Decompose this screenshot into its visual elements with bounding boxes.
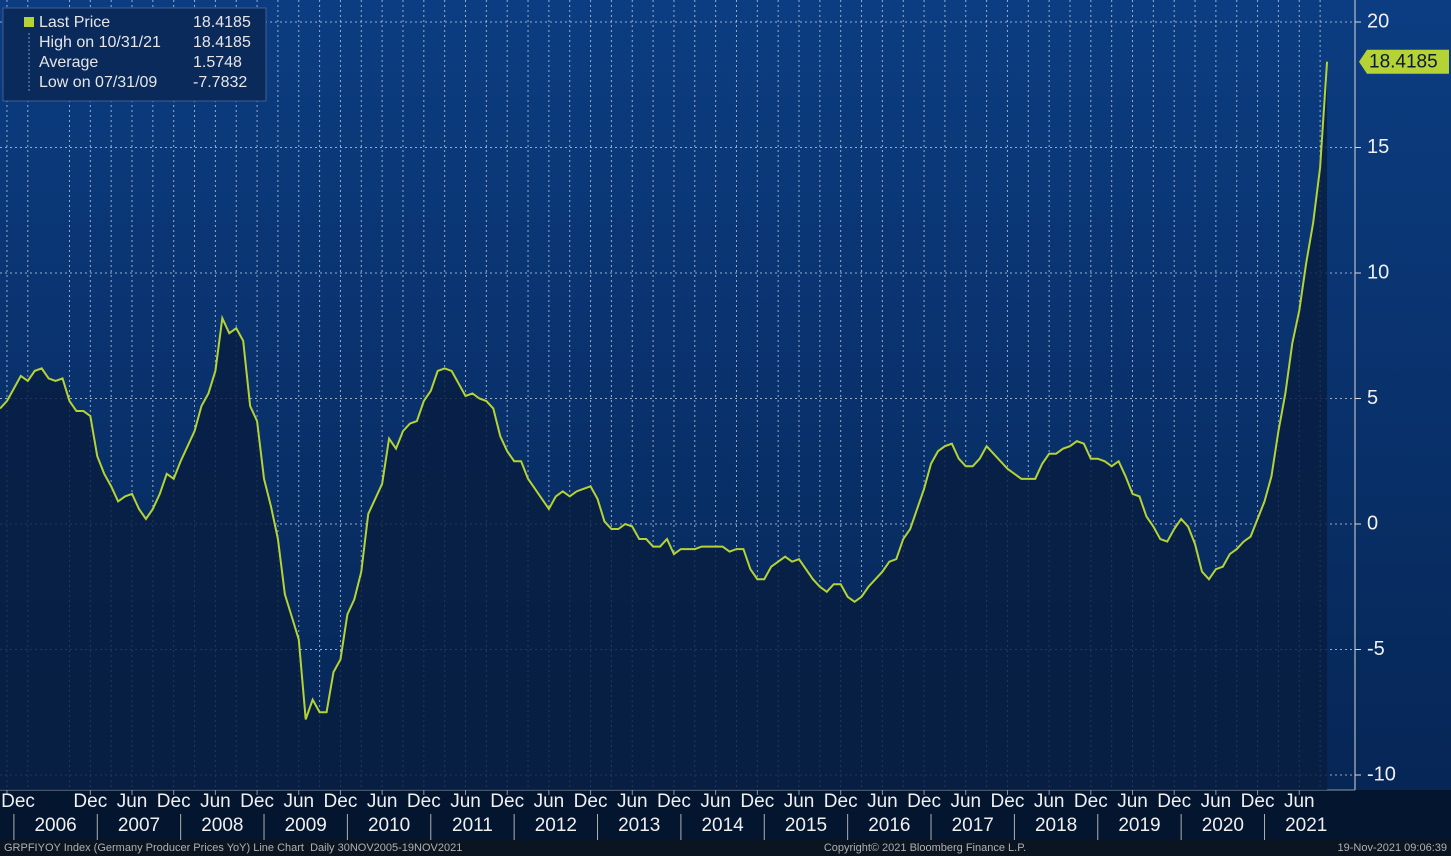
x-tick-label: Dec [240, 791, 274, 812]
x-tick-label: Dec [991, 791, 1025, 812]
year-label: 2021 [1285, 815, 1327, 836]
footer-timestamp: 19-Nov-2021 09:06:39 [1338, 842, 1447, 854]
x-tick-label: Dec [407, 791, 441, 812]
x-tick-label: Jun [1117, 791, 1148, 812]
x-tick-label: Jun [1034, 791, 1065, 812]
year-label: 2017 [952, 815, 994, 836]
x-tick-label: Jun [617, 791, 648, 812]
x-tick-label: Jun [1201, 791, 1232, 812]
year-label: 2015 [785, 815, 827, 836]
y-tick-label: 15 [1367, 136, 1389, 158]
year-label: 2008 [201, 815, 243, 836]
x-tick-label: Dec [824, 791, 858, 812]
legend: Last Price 18.4185 High on 10/31/21 18.4… [2, 7, 267, 102]
x-tick-label: Jun [950, 791, 981, 812]
x-tick-label: Dec [1241, 791, 1275, 812]
x-tick-label: Jun [367, 791, 398, 812]
year-label: 2011 [452, 815, 493, 836]
legend-value: 18.4185 [193, 34, 251, 51]
year-label: 2009 [285, 815, 327, 836]
year-label: 2013 [618, 815, 660, 836]
y-tick-label: -5 [1367, 638, 1385, 660]
y-tick-label: 20 [1367, 10, 1389, 32]
year-label: 2018 [1035, 815, 1077, 836]
legend-label: Last Price [39, 14, 110, 31]
legend-label: Average [39, 54, 98, 71]
year-label: 2012 [535, 815, 577, 836]
x-tick-label: Jun [700, 791, 731, 812]
year-label: 2016 [868, 815, 910, 836]
year-label: 2014 [701, 815, 744, 836]
x-tick-label: Dec [907, 791, 941, 812]
x-tick-label: Jun [450, 791, 481, 812]
x-tick-label: Jun [867, 791, 898, 812]
x-tick-label: Dec [1157, 791, 1191, 812]
year-label: 2020 [1202, 815, 1244, 836]
x-tick-label: Jun [200, 791, 231, 812]
legend-label: High on 10/31/21 [39, 34, 161, 51]
line [0, 61, 1329, 720]
x-tick-label: Dec [324, 791, 358, 812]
x-tick-label: Dec [1, 791, 35, 812]
legend-value: -7.7832 [193, 74, 247, 91]
last-value-tag [1359, 49, 1449, 74]
y-tick-label: 10 [1367, 261, 1389, 283]
y-tick-label: 5 [1367, 387, 1378, 409]
area [0, 61, 1328, 790]
legend-label: Low on 07/31/09 [39, 74, 157, 91]
footer-copyright: Copyright© 2021 Bloomberg Finance L.P. [824, 842, 1026, 854]
last-value-label: 18.4185 [1369, 52, 1438, 73]
legend-swatch [24, 17, 34, 27]
year-label: 2007 [118, 815, 160, 836]
x-tick-label: Jun [534, 791, 565, 812]
x-tick-label: Dec [574, 791, 608, 812]
x-tick-label: Jun [117, 791, 148, 812]
x-tick-label: Jun [283, 791, 314, 812]
y-tick-label: -10 [1367, 763, 1396, 785]
x-tick-label: Dec [490, 791, 524, 812]
footer-background [0, 840, 1451, 856]
x-tick-label: Dec [657, 791, 691, 812]
year-label: 2019 [1118, 815, 1160, 836]
legend-value: 1.5748 [193, 54, 242, 71]
legend-box [2, 7, 267, 102]
y-tick-label: 0 [1367, 512, 1378, 534]
year-label: 2006 [34, 815, 76, 836]
x-tick-label: Dec [1074, 791, 1108, 812]
x-tick-label: Jun [1284, 791, 1315, 812]
footer-source: GRPFIYOY Index (Germany Producer Prices … [4, 842, 462, 854]
x-tick-label: Jun [784, 791, 815, 812]
legend-value: 18.4185 [193, 14, 251, 31]
year-label: 2010 [368, 815, 410, 836]
x-tick-label: Dec [740, 791, 774, 812]
x-tick-label: Dec [157, 791, 191, 812]
x-tick-label: Dec [73, 791, 107, 812]
